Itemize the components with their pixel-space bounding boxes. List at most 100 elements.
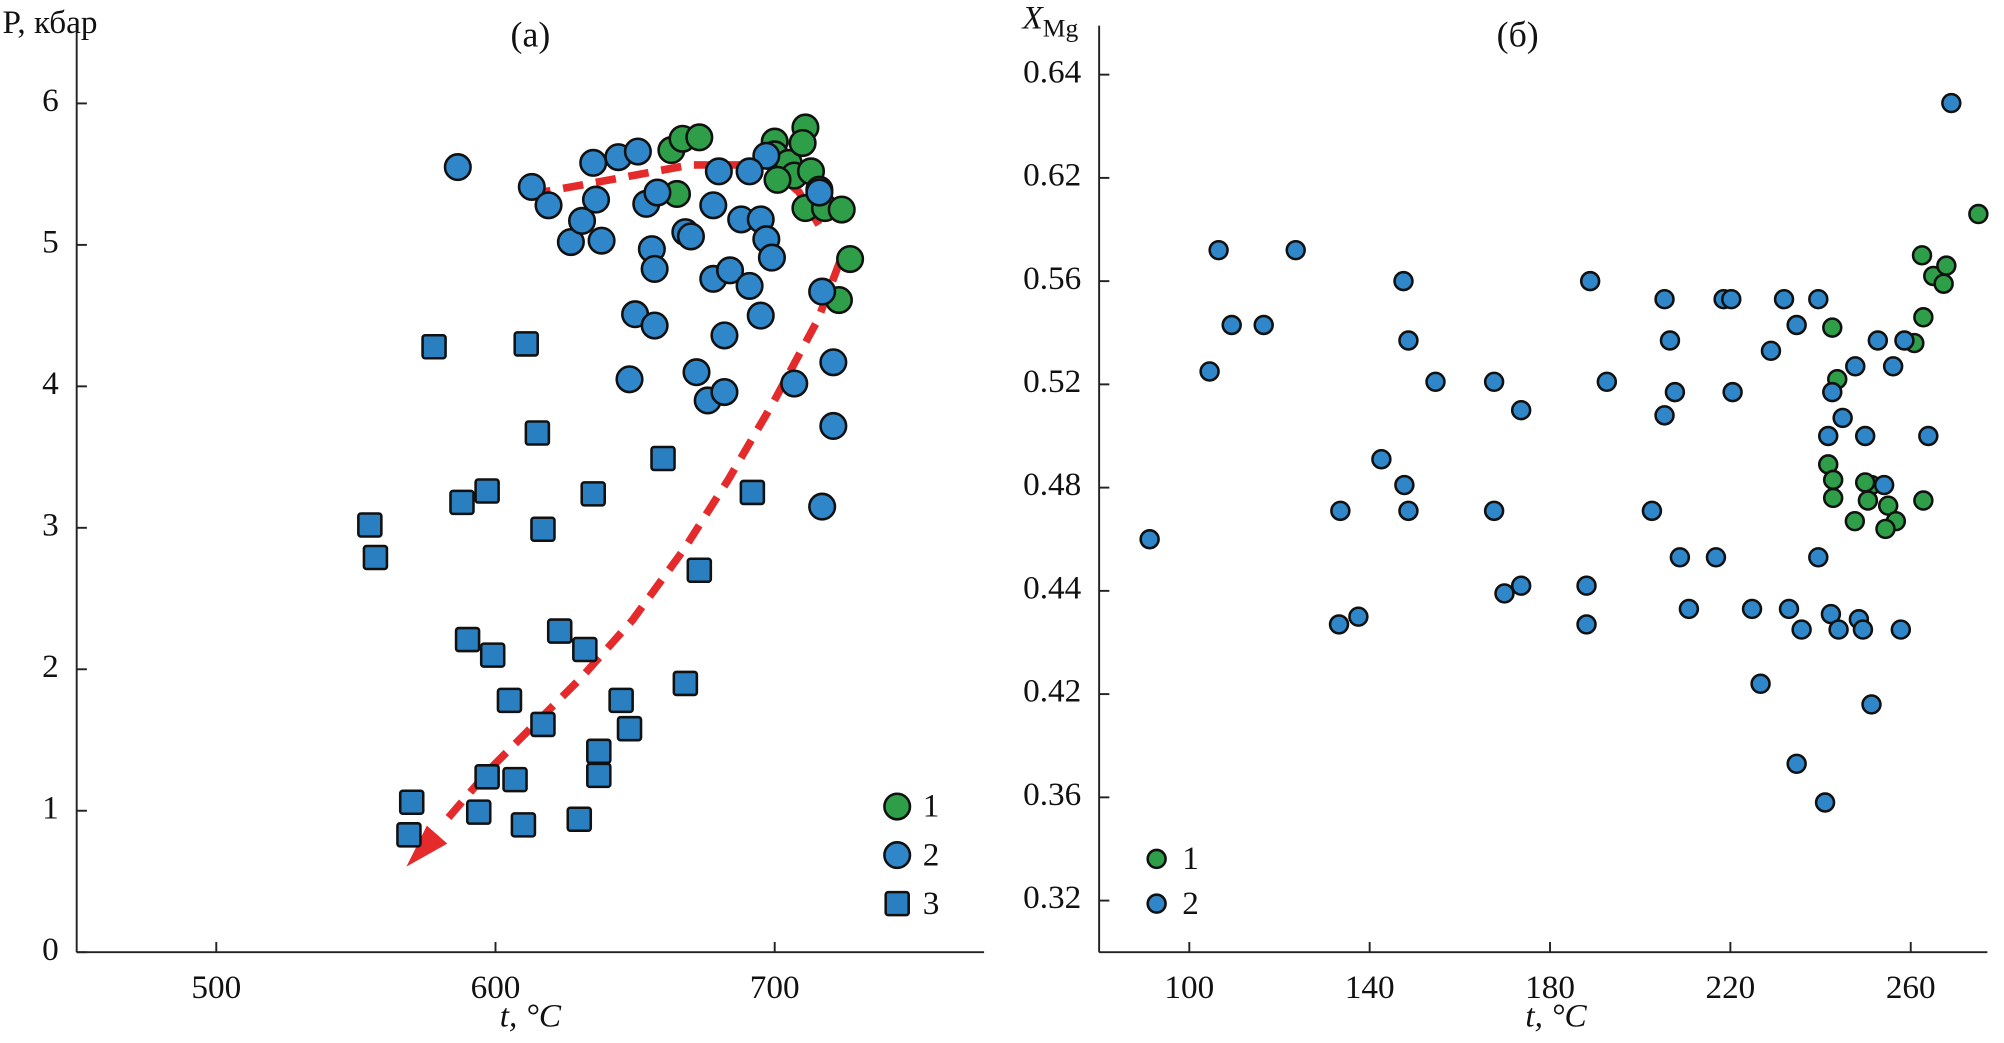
marker — [757, 243, 786, 272]
chart-title: (a) — [511, 15, 551, 55]
marker — [534, 191, 563, 220]
y-tick-label: 0.52 — [1023, 363, 1081, 400]
marker — [1854, 472, 1876, 493]
marker — [530, 711, 556, 738]
marker — [1596, 371, 1618, 393]
marker — [1822, 487, 1844, 509]
y-tick-label: 0.48 — [1023, 466, 1081, 503]
marker — [1750, 673, 1771, 695]
marker — [524, 420, 551, 446]
marker — [739, 479, 766, 506]
chart: 500 600 700 0 1 2 3 4 5 6 (a) t, °C P, кбар 1 2 3 — [3, 4, 985, 1034]
x-tick-label: 220 — [1705, 969, 1755, 1006]
marker — [1832, 407, 1853, 429]
marker — [1936, 255, 1957, 276]
x-tick-label: 180 — [1525, 969, 1575, 1006]
y-tick-label: 0.64 — [1023, 53, 1082, 90]
marker — [763, 165, 792, 194]
marker — [1852, 619, 1874, 640]
marker — [1678, 598, 1700, 620]
marker — [1576, 614, 1597, 635]
marker — [827, 195, 856, 224]
marker — [1722, 381, 1743, 403]
y-tick-label: 4 — [42, 365, 59, 402]
marker — [421, 333, 447, 360]
marker — [1348, 606, 1369, 627]
marker — [1221, 314, 1242, 336]
marker — [1425, 371, 1446, 393]
marker — [1328, 614, 1350, 635]
marker — [465, 799, 492, 825]
marker — [1654, 288, 1675, 310]
marker — [672, 670, 699, 697]
marker — [685, 123, 714, 152]
y-axis-label-symbol: X — [1020, 0, 1044, 36]
marker — [1330, 500, 1351, 522]
marker — [362, 544, 389, 571]
arrow-head — [406, 825, 448, 867]
marker — [1664, 381, 1686, 403]
y-axis-label: P, кбар — [3, 4, 98, 41]
marker — [443, 153, 472, 182]
marker — [836, 244, 865, 274]
y-tick-label: 3 — [42, 506, 59, 543]
marker — [1941, 92, 1962, 114]
marker — [819, 348, 848, 377]
marker — [1721, 288, 1742, 310]
marker — [1791, 619, 1812, 640]
marker — [1641, 500, 1663, 522]
y-tick-label: 0 — [42, 931, 59, 968]
marker — [1659, 330, 1681, 351]
legend-marker — [883, 841, 912, 870]
x-tick-label: 260 — [1886, 969, 1936, 1006]
marker — [746, 301, 775, 330]
marker — [474, 478, 500, 504]
legend-label: 2 — [1182, 885, 1199, 922]
marker — [1579, 270, 1601, 292]
marker — [676, 222, 705, 251]
y-tick-label: 0.32 — [1023, 879, 1081, 916]
x-axis-label: t, °C — [500, 997, 562, 1034]
legend-marker — [1146, 893, 1167, 914]
marker — [1867, 330, 1889, 351]
marker — [615, 365, 644, 394]
marker — [1398, 330, 1419, 351]
marker — [1822, 317, 1843, 338]
marker — [1814, 792, 1836, 813]
marker — [1705, 547, 1727, 568]
marker — [808, 492, 837, 521]
marker — [587, 226, 616, 255]
x-tick-label: 140 — [1345, 969, 1395, 1006]
marker — [640, 254, 669, 283]
marker — [567, 206, 597, 235]
y-tick-label: 0.62 — [1023, 157, 1081, 194]
chart-title: (б) — [1497, 15, 1539, 55]
marker — [1786, 314, 1807, 336]
marker — [1393, 270, 1414, 292]
marker — [643, 178, 672, 207]
y-tick-label: 5 — [42, 224, 59, 261]
y-tick-label: 6 — [42, 82, 59, 119]
legend-marker — [1146, 848, 1167, 870]
y-tick-label: 1 — [42, 789, 59, 826]
marker — [686, 557, 713, 584]
marker — [1394, 474, 1415, 496]
marker — [735, 157, 764, 186]
marker — [513, 331, 539, 357]
marker — [735, 271, 764, 300]
y-tick-label: 0.42 — [1023, 673, 1081, 710]
marker — [1890, 619, 1912, 640]
marker — [710, 321, 739, 350]
marker — [1654, 405, 1675, 426]
x-tick-label: 100 — [1164, 969, 1214, 1006]
y-tick-label: 0.44 — [1023, 569, 1082, 606]
x-tick-label: 500 — [191, 969, 241, 1006]
marker — [1828, 619, 1849, 640]
y-axis-label: XMg — [1020, 0, 1078, 43]
marker — [357, 512, 383, 538]
marker — [1208, 239, 1229, 261]
marker — [1760, 340, 1782, 362]
marker — [572, 636, 598, 663]
marker — [608, 687, 634, 714]
